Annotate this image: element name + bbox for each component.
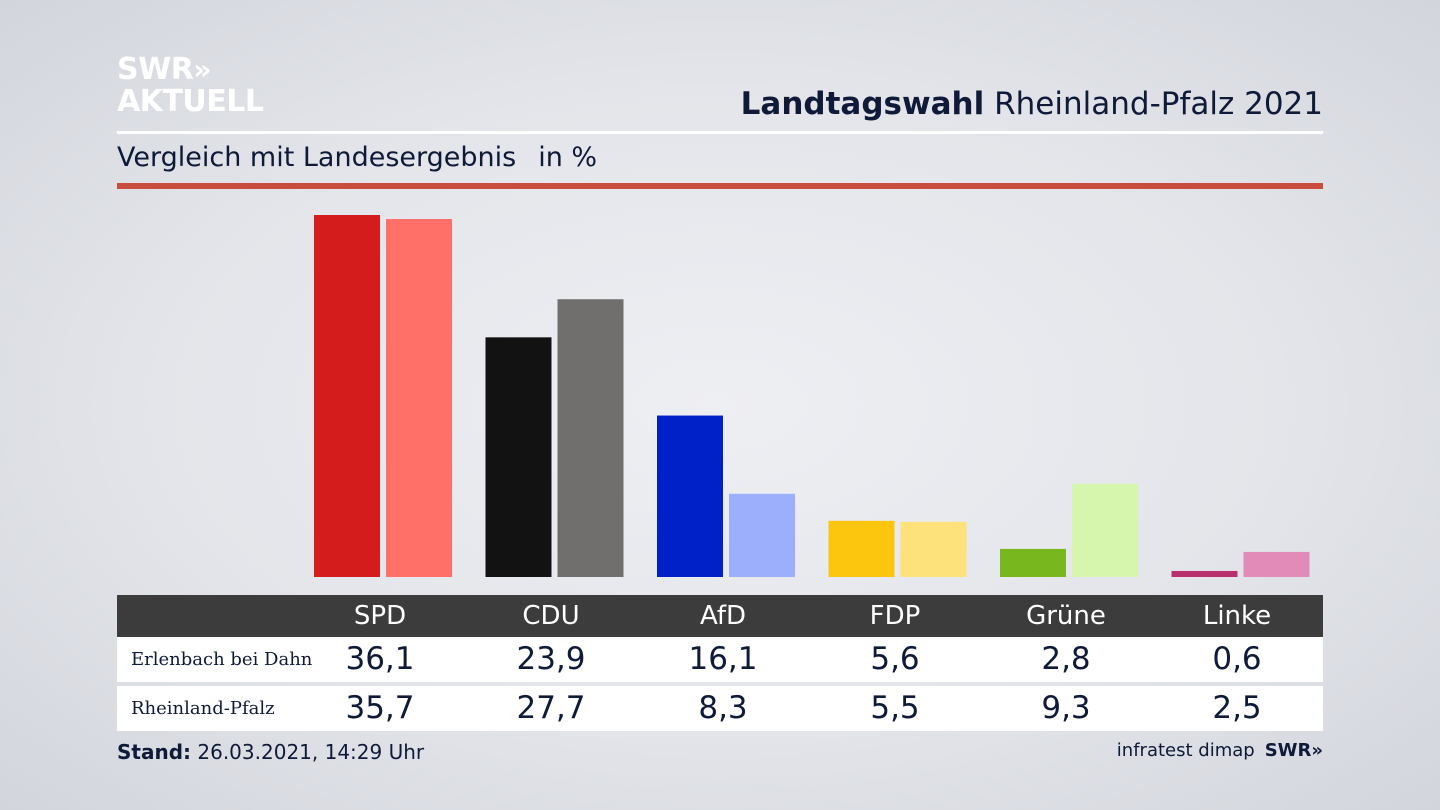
bar-local-gruene	[1000, 548, 1066, 577]
source-credit: infratest dimap SWR»	[1117, 740, 1323, 761]
accent-divider	[117, 183, 1323, 189]
swr-small-logo: SWR»	[1264, 740, 1323, 761]
row-label-state: Rheinland-Pfalz	[131, 698, 275, 719]
bar-state-spd	[386, 219, 452, 577]
chart-subtitle: Vergleich mit Landesergebnis in %	[117, 142, 597, 173]
row-label-local: Erlenbach bei Dahn	[131, 649, 313, 670]
unit-label: in %	[538, 142, 598, 173]
page-title: Landtagswahl Rheinland-Pfalz 2021	[741, 86, 1323, 122]
value-state-fdp: 5,5	[870, 690, 920, 726]
value-local-cdu: 23,9	[516, 641, 586, 677]
bar-chart	[314, 215, 1310, 577]
bar-state-cdu	[557, 299, 624, 577]
table-header: SPD CDU AfD FDP Grüne Linke	[117, 595, 1323, 637]
source-text: infratest dimap	[1116, 740, 1255, 761]
party-header-spd: SPD	[353, 601, 407, 631]
subtitle-text: Vergleich mit Landesergebnis	[117, 142, 517, 173]
party-header-gruene: Grüne	[1026, 601, 1106, 631]
bar-local-afd	[657, 415, 723, 577]
title-rest: Rheinland-Pfalz 2021	[994, 86, 1323, 122]
header-divider	[117, 131, 1323, 134]
value-state-cdu: 27,7	[516, 690, 586, 726]
bar-state-fdp	[900, 521, 967, 577]
value-local-gruene: 2,8	[1041, 641, 1091, 677]
bar-state-gruene	[1072, 483, 1138, 577]
party-header-afd: AfD	[699, 601, 747, 631]
title-bold: Landtagswahl	[740, 86, 985, 122]
value-state-spd: 35,7	[345, 690, 415, 726]
bar-local-linke	[1171, 570, 1238, 577]
timestamp: Stand: 26.03.2021, 14:29 Uhr	[117, 740, 424, 764]
value-local-spd: 36,1	[345, 641, 415, 677]
stand-value: 26.03.2021, 14:29 Uhr	[197, 740, 425, 764]
party-header-linke: Linke	[1202, 601, 1272, 631]
swr-aktuell-logo: SWR» AKTUELL	[117, 52, 264, 119]
value-local-linke: 0,6	[1212, 641, 1262, 677]
bar-state-linke	[1243, 551, 1310, 577]
table-row-state: Rheinland-Pfalz 35,7 27,7 8,3 5,5 9,3 2,…	[117, 686, 1323, 731]
party-header-fdp: FDP	[869, 601, 921, 631]
stand-label: Stand:	[117, 740, 192, 764]
value-local-fdp: 5,6	[870, 641, 920, 677]
bar-local-spd	[314, 215, 380, 577]
bar-local-cdu	[485, 337, 552, 577]
value-local-afd: 16,1	[688, 641, 758, 677]
bar-state-afd	[729, 493, 795, 577]
value-state-gruene: 9,3	[1041, 690, 1091, 726]
value-state-afd: 8,3	[698, 690, 748, 726]
results-table: SPD CDU AfD FDP Grüne Linke Erlenbach be…	[117, 595, 1323, 731]
table-row-local: Erlenbach bei Dahn 36,1 23,9 16,1 5,6 2,…	[117, 637, 1323, 682]
party-header-cdu: CDU	[522, 601, 580, 631]
bar-local-fdp	[828, 520, 895, 577]
value-state-linke: 2,5	[1212, 690, 1262, 726]
